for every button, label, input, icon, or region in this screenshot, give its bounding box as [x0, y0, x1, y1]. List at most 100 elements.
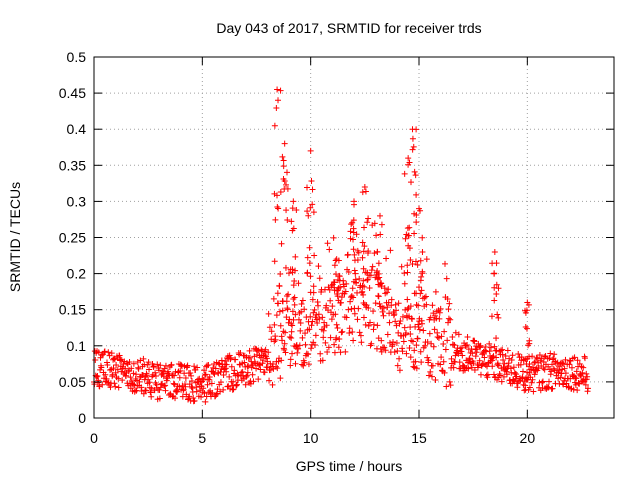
y-tick-label: 0.05: [59, 374, 86, 390]
data-point: [568, 364, 575, 371]
data-point: [406, 224, 413, 231]
data-point: [411, 230, 418, 237]
data-point: [567, 375, 574, 382]
data-point: [404, 269, 411, 276]
data-point: [477, 371, 484, 378]
data-point: [310, 289, 317, 296]
data-point: [276, 308, 283, 315]
data-point: [351, 257, 358, 264]
data-point: [332, 311, 339, 318]
data-point: [361, 243, 368, 250]
data-point: [191, 363, 198, 370]
data-point: [183, 391, 190, 398]
data-point: [407, 303, 414, 310]
data-point: [342, 288, 349, 295]
data-point: [371, 250, 378, 257]
data-point: [292, 253, 299, 260]
data-point: [126, 358, 133, 365]
data-point: [177, 367, 184, 374]
data-point: [374, 249, 381, 256]
data-point: [574, 387, 581, 394]
data-point: [257, 366, 264, 373]
data-point: [441, 369, 448, 376]
data-point: [392, 301, 399, 308]
data-point: [360, 314, 367, 321]
data-point: [193, 388, 200, 395]
data-point: [282, 264, 289, 271]
data-point: [495, 285, 502, 292]
data-point: [249, 371, 256, 378]
data-point: [269, 381, 276, 388]
data-point: [417, 257, 424, 264]
data-point: [358, 339, 365, 346]
data-point: [523, 369, 530, 376]
data-point: [403, 350, 410, 357]
data-point: [310, 283, 317, 290]
data-point: [500, 373, 507, 380]
data-point: [548, 368, 555, 375]
data-point: [447, 382, 454, 389]
data-point: [156, 367, 162, 374]
data-point: [202, 371, 209, 378]
data-point: [491, 248, 498, 255]
data-point: [520, 368, 526, 375]
data-point: [360, 265, 367, 272]
data-point: [398, 263, 405, 270]
data-point: [359, 189, 366, 196]
data-point: [384, 304, 391, 311]
data-point: [182, 374, 189, 381]
data-point: [287, 356, 294, 363]
data-point: [212, 365, 219, 372]
data-point: [350, 236, 357, 243]
data-point: [405, 232, 412, 239]
data-point: [503, 371, 510, 378]
data-point: [289, 269, 296, 276]
data-point: [390, 338, 396, 345]
data-point: [375, 270, 382, 277]
data-point: [486, 340, 493, 347]
data-point: [531, 371, 538, 378]
data-point: [551, 351, 558, 358]
data-point: [445, 306, 452, 313]
data-point: [523, 376, 530, 383]
data-point: [204, 381, 211, 388]
data-point: [234, 381, 240, 388]
data-point: [102, 371, 109, 378]
data-point: [404, 296, 411, 303]
data-point: [438, 333, 445, 340]
data-point: [272, 336, 279, 343]
data-point: [557, 374, 564, 381]
data-point: [201, 367, 208, 374]
data-point: [332, 257, 339, 264]
data-point: [396, 320, 403, 327]
data-point: [354, 316, 361, 323]
data-point: [371, 220, 378, 227]
data-point: [488, 313, 495, 320]
data-point: [432, 288, 439, 295]
data-point: [309, 201, 316, 208]
axis-ticks: 0 0.05 0.1 0.15 0.2 0.25 0.3 0.35 0.4 0.45 0.5 0 5 10…: [59, 49, 614, 446]
data-point: [176, 383, 183, 390]
data-point: [351, 198, 357, 205]
data-point: [416, 326, 423, 333]
data-point: [299, 297, 306, 304]
data-point: [231, 367, 238, 374]
data-point: [110, 365, 117, 372]
data-point: [456, 359, 463, 366]
data-point: [333, 256, 340, 263]
data-point: [352, 270, 359, 277]
data-point: [324, 240, 331, 247]
data-point: [329, 303, 336, 310]
data-point: [579, 377, 586, 384]
data-point: [295, 280, 302, 287]
data-point: [469, 350, 476, 357]
data-point: [464, 341, 471, 348]
data-point: [440, 341, 447, 348]
data-point: [205, 362, 212, 369]
y-axis-label: SRMTID / TECUs: [7, 182, 23, 292]
data-point: [283, 298, 290, 305]
data-point: [356, 329, 363, 336]
data-point: [464, 334, 471, 341]
data-point: [162, 382, 169, 389]
data-point: [560, 381, 567, 388]
